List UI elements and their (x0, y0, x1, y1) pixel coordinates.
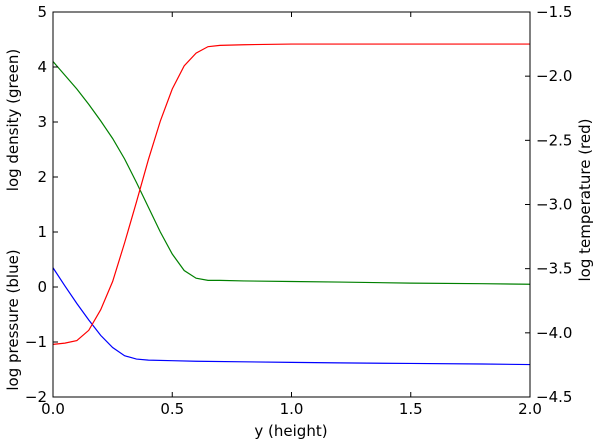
x-tick-label: 0.0 (41, 400, 65, 418)
y-left-tick-label: 3 (37, 113, 47, 131)
y-right-tick-label: −3.0 (536, 196, 572, 214)
series-line-1 (52, 61, 531, 285)
x-tick-label: 0.5 (160, 400, 184, 418)
y-left-tick-label: 5 (37, 3, 47, 21)
plot-frame (52, 11, 531, 398)
curves-layer (52, 43, 531, 366)
y-right-tick-label: −2.0 (536, 67, 572, 85)
y-left-tick-label: 4 (37, 58, 47, 76)
y-right-tick-label: −1.5 (536, 3, 572, 21)
y-right-tick-label: −4.5 (536, 388, 572, 406)
series-line-3 (52, 43, 530, 345)
y-left-tick-label: 2 (37, 168, 47, 186)
y-axis-label-temperature: log temperature (red) (576, 119, 594, 282)
y-right-tick-label: −2.5 (536, 131, 572, 149)
y-left-tick-label: 0 (37, 278, 47, 296)
y-left-tick-label: −2 (25, 388, 47, 406)
x-axis-label: y (height) (254, 422, 327, 440)
x-tick-label: 2.0 (518, 400, 542, 418)
x-tick-label: 1.0 (280, 400, 304, 418)
y-left-tick-label: −1 (25, 333, 47, 351)
x-tick-label: 1.5 (399, 400, 423, 418)
ticks-layer: 0.0 0.5 1.0 1.5 2.0 −2 −1 0 1 2 3 4 5 −4.5 −4.0 −3.5 −3.… (25, 3, 573, 418)
series-line-2 (52, 267, 531, 366)
y-right-tick-label: −4.0 (536, 324, 572, 342)
y-left-tick-label: 1 (37, 223, 47, 241)
y-axis-label-density: log density (green) (4, 49, 22, 191)
y-axis-label-pressure: log pressure (blue) (4, 249, 22, 390)
y-right-tick-label: −3.5 (536, 260, 572, 278)
